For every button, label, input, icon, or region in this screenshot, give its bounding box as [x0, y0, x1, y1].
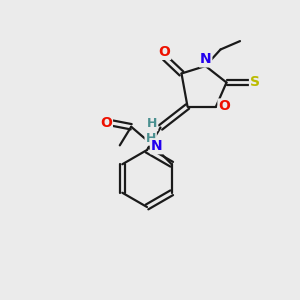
- Text: O: O: [158, 45, 170, 59]
- Text: H: H: [147, 117, 157, 130]
- Text: O: O: [100, 116, 112, 130]
- Text: N: N: [151, 139, 163, 153]
- Text: H: H: [146, 132, 156, 145]
- Text: O: O: [218, 100, 230, 113]
- Text: S: S: [250, 76, 260, 89]
- Text: N: N: [200, 52, 211, 66]
